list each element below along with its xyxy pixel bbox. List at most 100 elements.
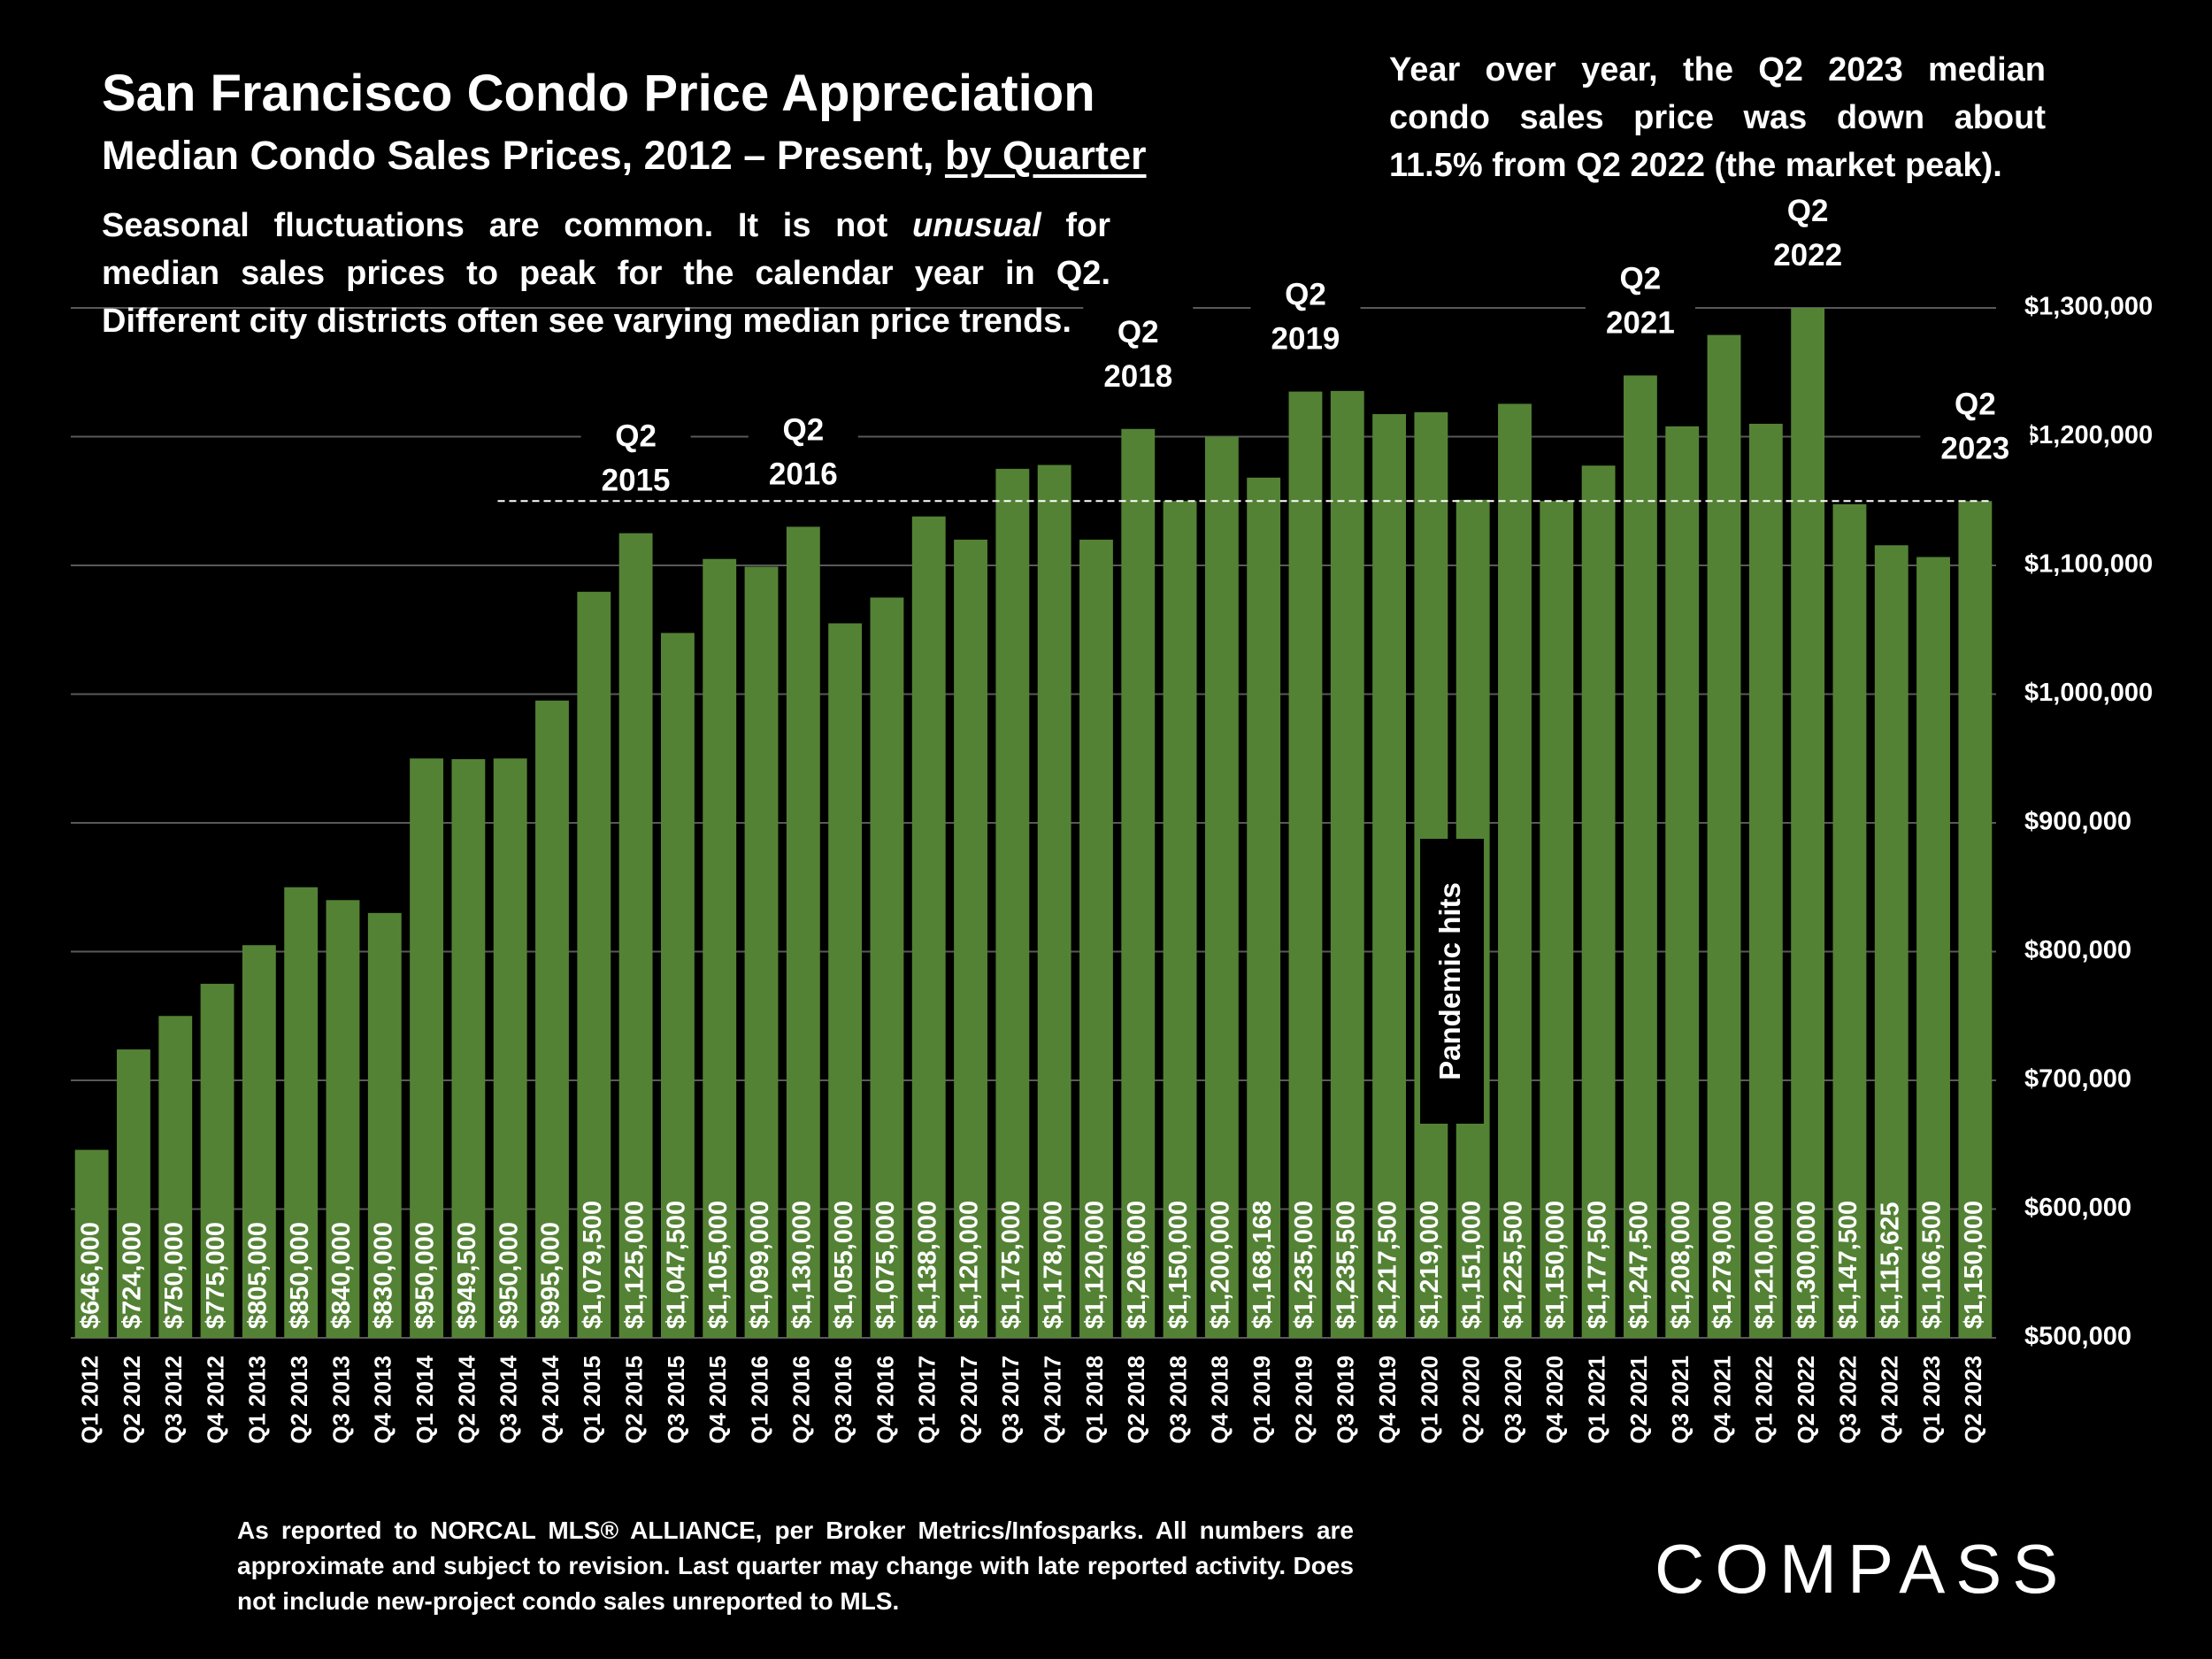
value-label: $1,079,500 [579, 1201, 607, 1329]
x-tick-label: Q4 2015 [704, 1356, 731, 1444]
x-tick-label: Q1 2023 [1918, 1356, 1945, 1444]
x-tick-label: Q4 2021 [1709, 1356, 1735, 1444]
bar [1665, 426, 1700, 1338]
x-tick-label: Q2 2016 [788, 1356, 815, 1444]
x-tick-label: Q4 2019 [1374, 1356, 1401, 1444]
value-label: $1,120,000 [1081, 1201, 1110, 1329]
value-label: $1,138,000 [913, 1201, 941, 1329]
bar [744, 566, 779, 1338]
value-label: $1,300,000 [1793, 1201, 1821, 1329]
x-tick-label: Q1 2017 [914, 1356, 941, 1444]
bar [367, 912, 402, 1338]
value-label: $1,168,168 [1248, 1201, 1277, 1329]
annotation-bg [748, 394, 858, 492]
x-tick-label: Q3 2013 [327, 1356, 354, 1444]
y-tick-label: $700,000 [2024, 1065, 2131, 1094]
value-label: $1,200,000 [1207, 1201, 1235, 1329]
value-label: $1,219,000 [1416, 1201, 1444, 1329]
x-tick-label: Q1 2014 [411, 1355, 438, 1443]
x-tick-label: Q1 2022 [1751, 1356, 1778, 1444]
x-tick-label: Q2 2022 [1793, 1356, 1819, 1444]
value-label: $1,151,000 [1457, 1201, 1486, 1329]
annotation-bg [1250, 258, 1361, 357]
bar [618, 533, 653, 1338]
x-tick-label: Q4 2017 [1040, 1356, 1066, 1444]
annotation: Q2 2022 [1753, 175, 1863, 273]
x-tick-label: Q3 2021 [1667, 1356, 1694, 1444]
annotation-text: Q2 [1118, 315, 1159, 349]
note-text: Seasonal fluctuations are common. It is … [102, 207, 888, 244]
bar [786, 526, 820, 1338]
bar [451, 758, 486, 1338]
x-tick-label: Q3 2016 [830, 1356, 856, 1444]
bar [1037, 465, 1071, 1338]
value-label: $1,177,500 [1583, 1201, 1611, 1329]
x-tick-label: Q4 2018 [1207, 1356, 1233, 1444]
bar [1121, 428, 1156, 1338]
annotation-bg [1753, 175, 1863, 273]
annotation-bg [1585, 242, 1695, 341]
bar [703, 558, 737, 1338]
value-label: $1,099,000 [746, 1201, 774, 1329]
x-tick-label: Q3 2018 [1164, 1356, 1191, 1444]
bar [535, 700, 569, 1338]
annotation-text: 2023 [1940, 431, 2009, 465]
annotation-text: 2015 [602, 464, 671, 498]
value-label: $750,000 [160, 1222, 188, 1329]
x-tick-label: Q2 2020 [1458, 1356, 1485, 1444]
bar [1204, 436, 1239, 1338]
x-tick-label: Q4 2014 [537, 1355, 564, 1443]
bar [493, 758, 527, 1338]
x-tick-label: Q1 2013 [244, 1356, 271, 1444]
x-tick-label: Q2 2014 [453, 1355, 480, 1443]
x-tick-label: Q2 2021 [1625, 1356, 1652, 1444]
bar [1247, 477, 1281, 1338]
bar [1958, 501, 1993, 1338]
bar [410, 758, 444, 1338]
x-tick-label: Q2 2015 [620, 1356, 647, 1444]
x-tick-label: Q3 2014 [495, 1355, 522, 1443]
annotation: Q2 2015 [580, 400, 691, 498]
bar [1916, 557, 1950, 1338]
bar [326, 900, 360, 1338]
subtitle-emphasis: by Quarter [944, 133, 1147, 178]
x-tick-label: Q3 2019 [1333, 1356, 1359, 1444]
value-label: $1,217,500 [1374, 1201, 1402, 1329]
value-label: $1,247,500 [1625, 1201, 1654, 1329]
x-tick-label: Q1 2018 [1081, 1356, 1108, 1444]
value-label: $1,235,500 [1332, 1201, 1360, 1329]
annotation-text: 2019 [1271, 322, 1340, 357]
value-label: $1,225,500 [1500, 1201, 1528, 1329]
value-label: $1,047,500 [663, 1201, 691, 1329]
annotation: Q2 2021 [1585, 242, 1695, 341]
x-tick-label: Q3 2022 [1834, 1356, 1861, 1444]
value-label: $1,115,625 [1876, 1202, 1904, 1329]
note-emphasis: unusual [911, 207, 1041, 244]
x-tick-label: Q1 2021 [1583, 1356, 1609, 1444]
x-tick-label: Q1 2015 [579, 1356, 605, 1444]
x-tick-label: Q4 2013 [370, 1356, 396, 1444]
y-tick-label: $1,000,000 [2024, 679, 2153, 707]
annotation-text: 2021 [1606, 305, 1675, 340]
y-tick-label: $1,100,000 [2024, 550, 2153, 579]
value-label: $1,150,000 [1960, 1201, 1988, 1329]
value-label: $950,000 [411, 1222, 440, 1329]
bar [911, 516, 946, 1338]
x-tick-label: Q3 2017 [997, 1356, 1024, 1444]
bar [995, 468, 1030, 1338]
value-label: $850,000 [286, 1222, 314, 1329]
bar [954, 539, 987, 1338]
x-tick-label: Q4 2022 [1877, 1356, 1903, 1444]
bar [200, 983, 234, 1338]
y-tick-label: $500,000 [2024, 1323, 2131, 1351]
value-label: $949,500 [453, 1222, 481, 1329]
x-tick-label: Q2 2012 [119, 1356, 145, 1444]
annotation-text: Q2 [782, 412, 824, 447]
x-tick-label: Q2 2019 [1290, 1356, 1317, 1444]
value-label: $1,279,000 [1709, 1201, 1737, 1329]
note: Seasonal fluctuations are common. It is … [102, 202, 1110, 345]
bar [1288, 391, 1323, 1339]
annotation: Q2 2023 [1920, 368, 2031, 466]
chart-title: San Francisco Condo Price Appreciation [102, 65, 1095, 122]
bar [1832, 503, 1867, 1338]
